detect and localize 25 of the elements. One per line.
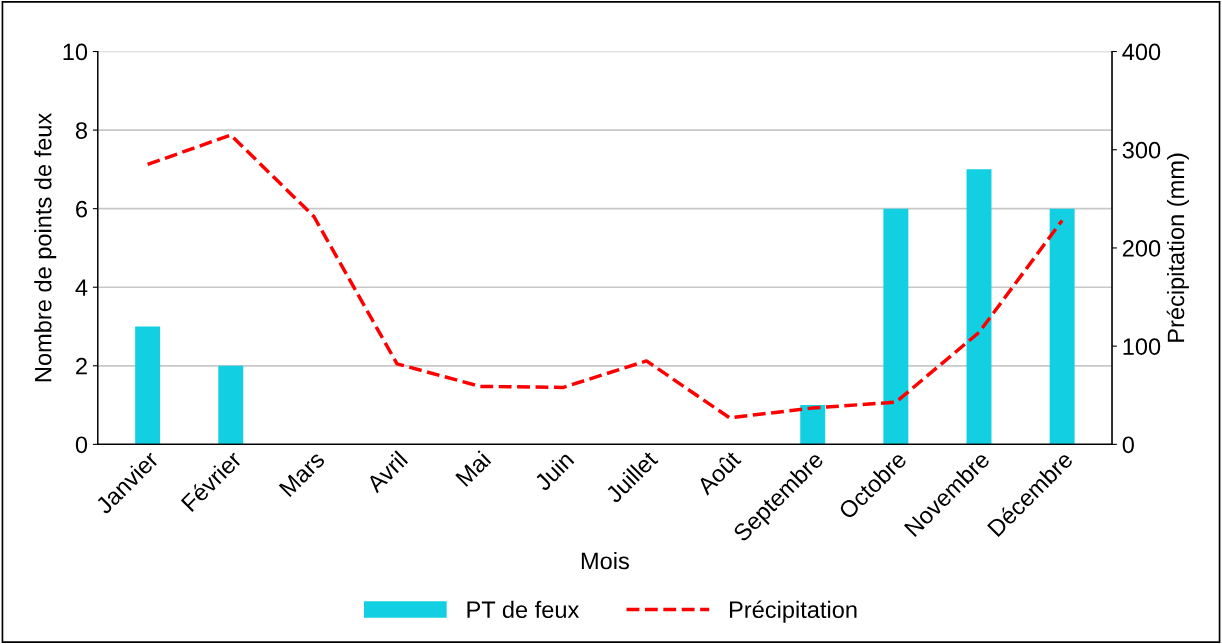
y-tick-label: 4 (75, 279, 88, 296)
y-tick-label: 6 (76, 200, 87, 218)
bar (1049, 208, 1075, 445)
bar (218, 365, 244, 445)
bar (966, 169, 992, 445)
legend-label: PT de feux (467, 600, 580, 619)
y2-tick-label: 200 (1122, 240, 1161, 257)
y2-tick-label: 300 (1122, 141, 1161, 159)
x-tick-label: Mai (454, 450, 492, 488)
bar (800, 405, 826, 445)
y-axis-title: Nombre de points de feux (34, 113, 57, 382)
y2-axis-title: Précipitation (mm) (1166, 153, 1189, 342)
y-tick-label: 8 (75, 122, 88, 139)
line-series (145, 133, 1064, 420)
y2-tick-label: 0 (1122, 436, 1134, 454)
y2-tick-label: 400 (1122, 43, 1161, 61)
y-tick-label: 0 (75, 436, 88, 454)
x-axis-title: Mois (581, 552, 629, 570)
bar (135, 326, 161, 445)
y2-tick-label: 100 (1123, 338, 1161, 355)
legend-label: Précipitation (729, 600, 857, 623)
bar (883, 208, 909, 445)
y-tick-label: 10 (63, 43, 88, 61)
x-tick-label: Juin (532, 450, 575, 492)
y-tick-label: 2 (76, 357, 87, 375)
